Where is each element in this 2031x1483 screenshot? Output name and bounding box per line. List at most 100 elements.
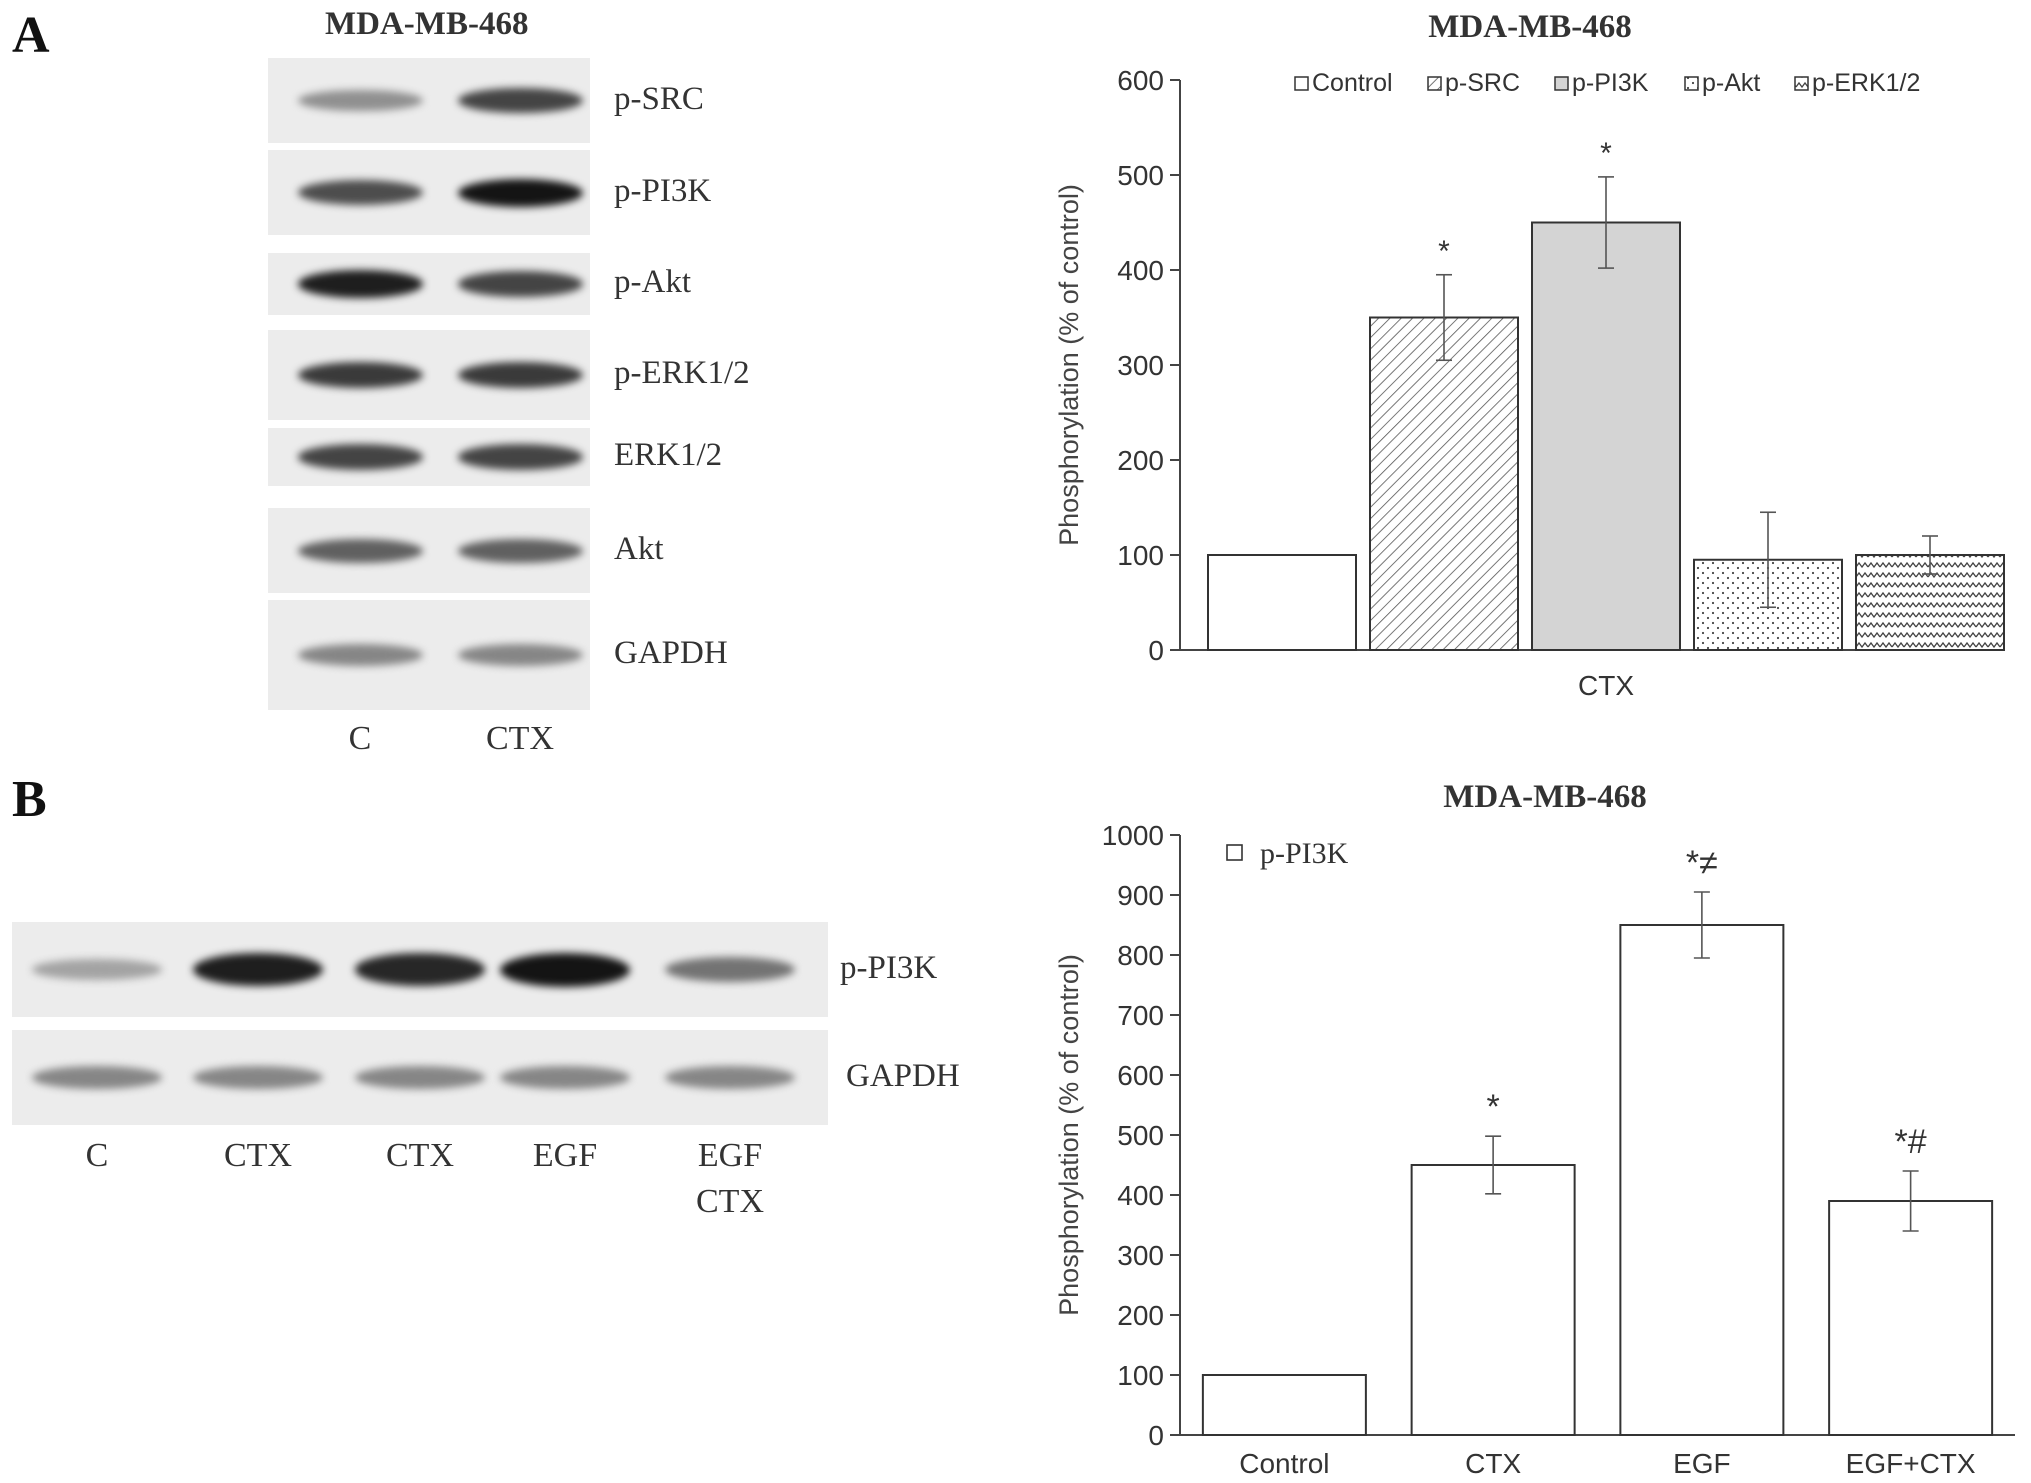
chart-b-bar-egf bbox=[1619, 924, 1785, 1436]
blot-a-band bbox=[457, 644, 583, 666]
blot-a-band bbox=[297, 444, 423, 470]
chart-b-y-tick-label: 700 bbox=[1117, 1000, 1164, 1031]
blot-a-label-akt: Akt bbox=[614, 530, 664, 567]
blot-a-strip-p-akt bbox=[268, 253, 590, 315]
chart-a-y-tick-label: 400 bbox=[1117, 255, 1164, 286]
chart-a-title: MDA-MB-468 bbox=[1428, 9, 1631, 45]
chart-b-y-tick-label: 1000 bbox=[1102, 820, 1164, 851]
chart-a-legend-label: p-Akt bbox=[1702, 69, 1760, 97]
blot-b-label-gapdh: GAPDH bbox=[846, 1057, 960, 1094]
blot-b-band bbox=[193, 952, 323, 987]
blot-a-label-p-pi3k: p-PI3K bbox=[614, 172, 712, 209]
blot-a-band bbox=[297, 180, 423, 205]
blot-b-band bbox=[32, 959, 162, 980]
blot-a-label-p-src: p-SRC bbox=[614, 80, 704, 117]
chart-b-y-tick-label: 600 bbox=[1117, 1060, 1164, 1091]
blot-b-band bbox=[355, 1065, 485, 1090]
chart-b-y-tick-label: 900 bbox=[1117, 880, 1164, 911]
blot-a-label-p-erk1-2: p-ERK1/2 bbox=[614, 355, 750, 391]
blot-b-lane-label: CTX bbox=[386, 1137, 454, 1174]
chart-b-y-tick-label: 200 bbox=[1117, 1300, 1164, 1331]
blot-b-band bbox=[32, 1065, 162, 1090]
blot-b-band bbox=[665, 1065, 795, 1090]
chart-a-y-tick-label: 300 bbox=[1117, 350, 1164, 381]
chart-b-legend-label: p-PI3K bbox=[1260, 837, 1349, 870]
chart-a-y-tick-label: 100 bbox=[1117, 540, 1164, 571]
blot-a-strip-p-pi3k bbox=[268, 150, 590, 235]
chart-b-x-tick-label: CTX bbox=[1465, 1448, 1521, 1479]
chart-b-x-tick-label: EGF+CTX bbox=[1846, 1448, 1976, 1479]
blot-b-lane-label: C bbox=[85, 1137, 109, 1174]
chart-a-legend-swatch bbox=[1794, 76, 1809, 91]
chart-a-y-tick-label: 500 bbox=[1117, 160, 1164, 191]
bar-chart-b: MDA-MB-468 0 100 200 300 400 500 600 700 800 900 10… bbox=[1054, 779, 2015, 1479]
panel-a-letter: A bbox=[12, 7, 50, 64]
blot-b-strip-gapdh bbox=[12, 1030, 828, 1125]
chart-b-y-label: Phosphorylation (% of control) bbox=[1054, 954, 1084, 1316]
chart-b-significance-mark: * bbox=[1487, 1088, 1500, 1126]
blot-a-strip-p-erk1-2 bbox=[268, 330, 590, 420]
blot-a-band bbox=[457, 178, 583, 207]
chart-a-legend-label: p-PI3K bbox=[1572, 69, 1649, 97]
blot-b-strip-p-pi3k bbox=[12, 922, 828, 1017]
blot-a-band bbox=[297, 644, 423, 666]
chart-b-y-tick-label: 0 bbox=[1148, 1420, 1164, 1451]
chart-a-bar-p-pi3k bbox=[1531, 221, 1681, 651]
chart-b-legend-swatch bbox=[1226, 844, 1243, 861]
chart-a-legend-swatch bbox=[1684, 76, 1699, 91]
chart-a-legend-label: Control bbox=[1312, 69, 1393, 97]
blot-a-band bbox=[297, 362, 423, 388]
blot-b-band bbox=[355, 953, 485, 986]
blot-a-title: MDA-MB-468 bbox=[325, 6, 529, 42]
chart-b-title: MDA-MB-468 bbox=[1443, 779, 1646, 815]
chart-a-x-tick-label: CTX bbox=[1578, 670, 1634, 701]
blot-a-strip-erk1-2 bbox=[268, 428, 590, 486]
chart-a-legend-label: p-SRC bbox=[1445, 69, 1520, 97]
chart-b-y-tick-label: 300 bbox=[1117, 1240, 1164, 1271]
chart-a-y-tick-label: 200 bbox=[1117, 445, 1164, 476]
blot-a-band bbox=[297, 270, 423, 298]
chart-b-y-tick-label: 500 bbox=[1117, 1120, 1164, 1151]
chart-a-bar-control bbox=[1207, 554, 1357, 651]
blot-a-label-p-akt: p-Akt bbox=[614, 264, 691, 300]
blot-a-lane-label: C bbox=[348, 720, 372, 757]
blot-a-band bbox=[457, 362, 583, 388]
blot-a-strip-akt bbox=[268, 508, 590, 593]
chart-a-y-tick-label: 600 bbox=[1117, 65, 1164, 96]
blot-a-label-erk1-2: ERK1/2 bbox=[614, 437, 723, 473]
chart-a-y-tick-label: 0 bbox=[1148, 635, 1164, 666]
chart-b-x-tick-label: Control bbox=[1239, 1448, 1329, 1479]
blot-a-band bbox=[297, 89, 423, 112]
chart-a-bar-p-src bbox=[1369, 316, 1519, 651]
chart-b-significance-mark: *# bbox=[1895, 1123, 1927, 1161]
blot-a-strip-gapdh bbox=[268, 600, 590, 710]
blot-a-band bbox=[457, 538, 583, 563]
blot-a-band bbox=[457, 87, 583, 114]
blot-b-lane-label: EGF bbox=[532, 1137, 598, 1174]
chart-a-legend-swatch bbox=[1427, 76, 1442, 91]
chart-b-significance-mark: *≠ bbox=[1686, 844, 1718, 882]
blot-b-lane-label: EGF CTX bbox=[696, 1137, 764, 1220]
blot-b-band bbox=[500, 952, 630, 987]
chart-a-legend-label: p-ERK1/2 bbox=[1812, 69, 1920, 97]
chart-a-significance-mark: * bbox=[1438, 235, 1450, 268]
blot-b-lane-label: CTX bbox=[224, 1137, 292, 1174]
blot-b-band bbox=[193, 1065, 323, 1090]
blot-a-label-gapdh: GAPDH bbox=[614, 635, 728, 671]
blot-a-band bbox=[457, 444, 583, 470]
chart-a-legend-swatch bbox=[1554, 76, 1569, 91]
panel-b-letter: B bbox=[12, 771, 47, 828]
chart-b-bar-egf-ctx bbox=[1828, 1200, 1994, 1436]
chart-b-x-tick-label: EGF bbox=[1673, 1448, 1731, 1479]
chart-b-y-tick-label: 800 bbox=[1117, 940, 1164, 971]
bar-chart-a: MDA-MB-468 0 100 200 300 400 500 600 Phosphoryla… bbox=[1054, 9, 2005, 701]
blot-a-strip-p-src bbox=[268, 58, 590, 143]
blot-a-lane-label: CTX bbox=[486, 720, 554, 757]
blot-b-band bbox=[665, 957, 795, 982]
chart-b-bar-control bbox=[1201, 1374, 1367, 1436]
chart-a-legend-swatch bbox=[1294, 76, 1309, 91]
chart-b-bar-ctx bbox=[1410, 1164, 1576, 1436]
blot-a-band bbox=[297, 538, 423, 563]
blot-b-band bbox=[500, 1065, 630, 1090]
chart-b-y-tick-label: 400 bbox=[1117, 1180, 1164, 1211]
